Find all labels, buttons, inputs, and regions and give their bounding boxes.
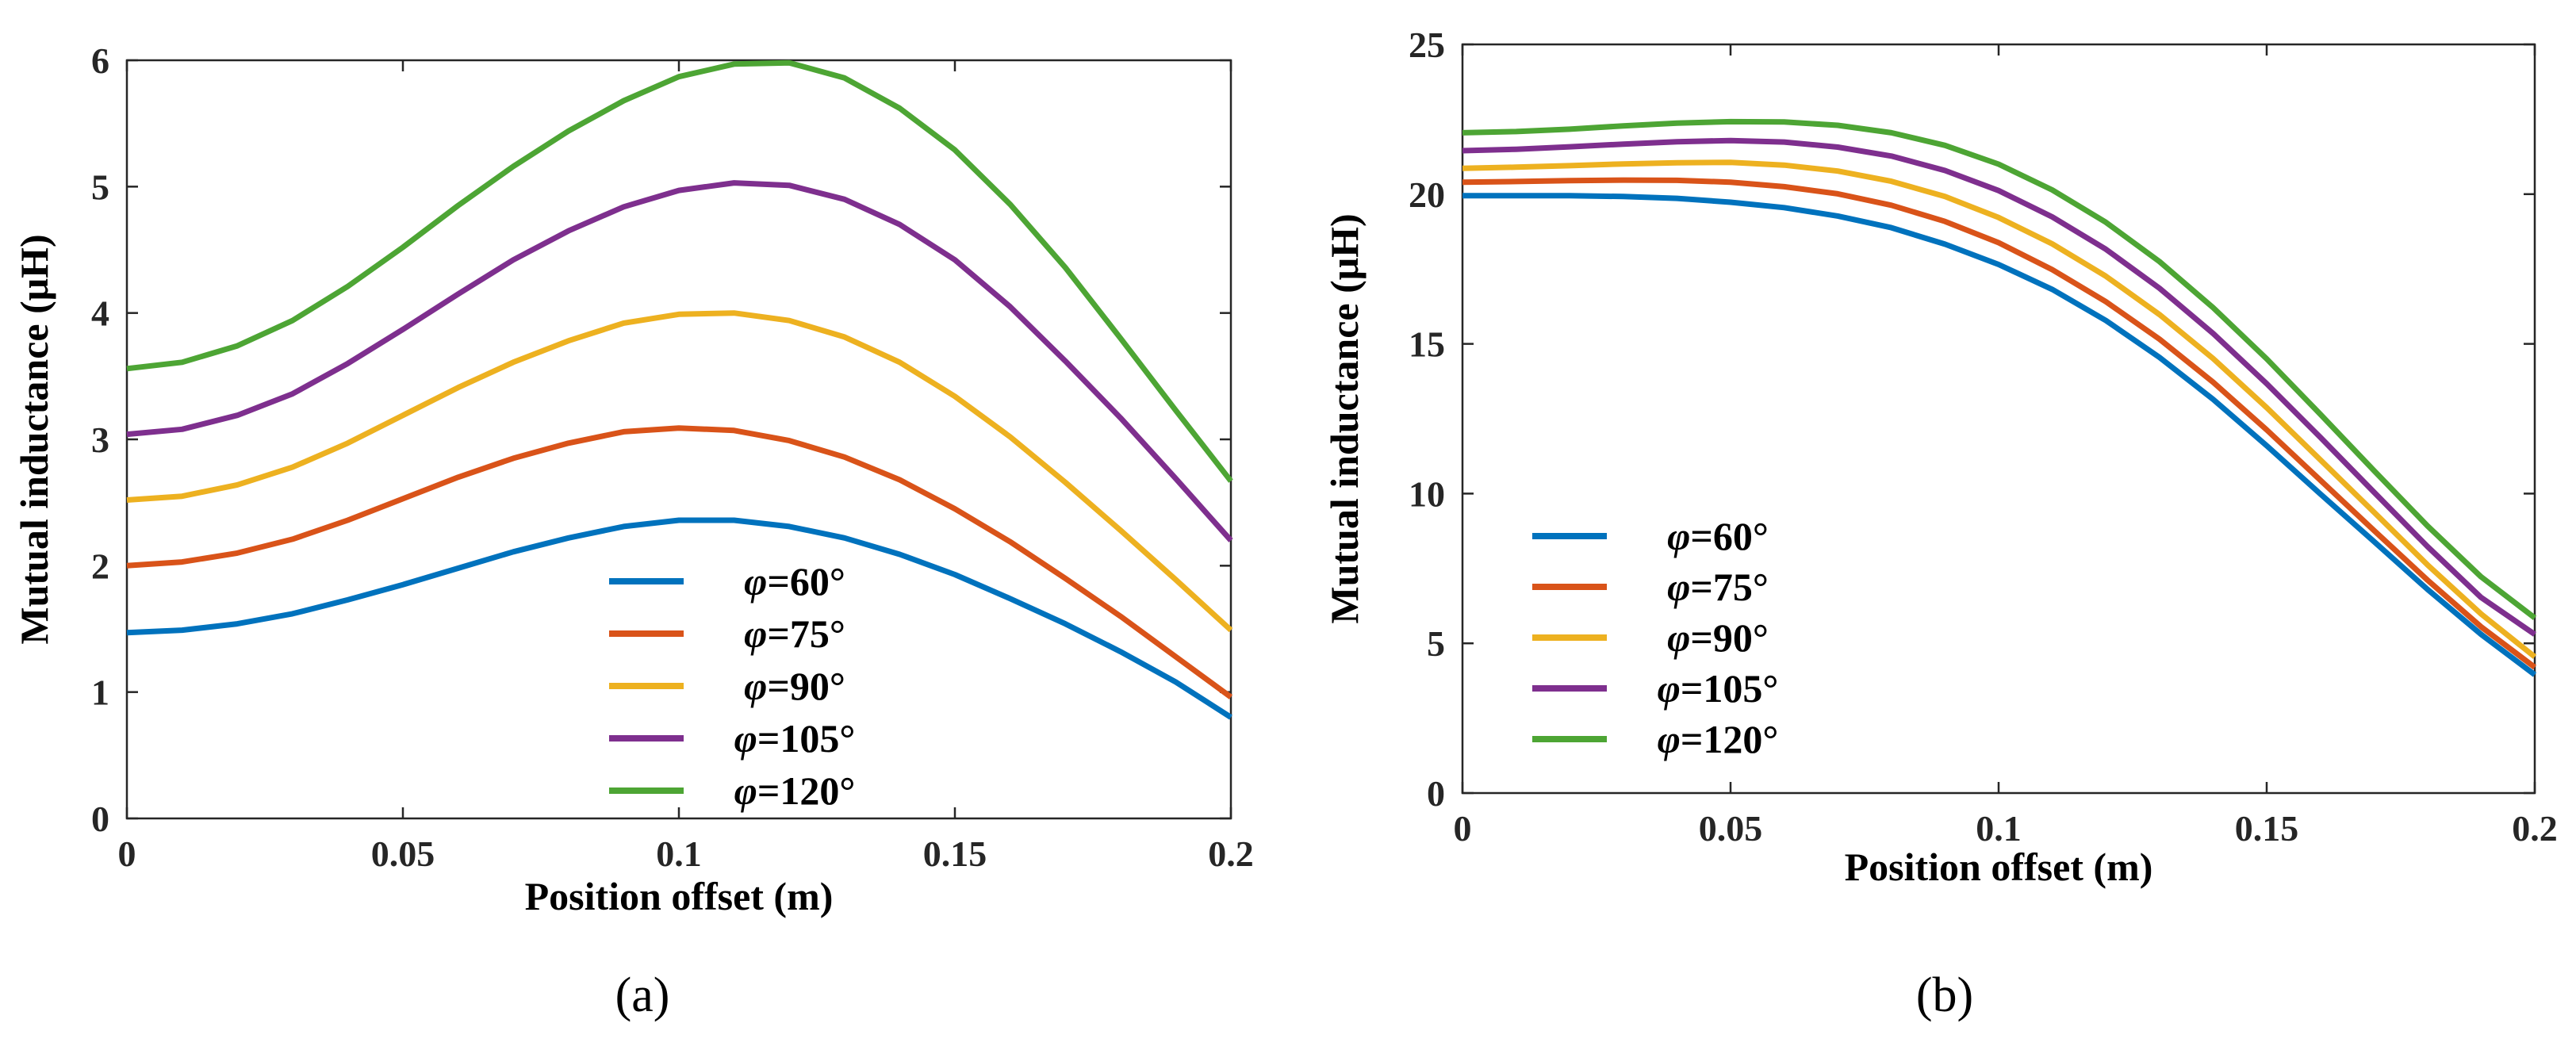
legend-value: =90° [767, 664, 845, 708]
x-tick-label: 0.05 [1699, 808, 1763, 849]
y-axis-label: Mutual inductance (μH) [1322, 213, 1367, 623]
y-tick-label: 2 [91, 546, 109, 586]
legend-entry: φ=90° [744, 664, 845, 708]
legend-entry: φ=75° [1667, 565, 1769, 609]
legend-value: =60° [767, 559, 845, 604]
panel-caption: (a) [615, 968, 670, 1022]
legend-symbol: φ [734, 716, 757, 761]
y-tick-label: 1 [91, 673, 109, 713]
x-axis-label: Position offset (m) [1845, 845, 2153, 889]
x-axis-label: Position offset (m) [525, 874, 834, 918]
series-line [1462, 193, 2537, 677]
legend-entry: φ=105° [1658, 666, 1779, 711]
series-line [126, 425, 1233, 699]
legend-symbol: φ [1658, 717, 1681, 761]
x-tick-label: 0.15 [2235, 808, 2299, 849]
legend-value: =75° [1690, 565, 1769, 609]
x-tick-label: 0.2 [1208, 833, 1254, 874]
y-tick-label: 20 [1409, 174, 1445, 215]
legend-entry: φ=75° [744, 611, 845, 656]
legend-value: =60° [1690, 514, 1769, 558]
y-tick-label: 6 [91, 40, 109, 81]
legend-entry: φ=60° [744, 559, 845, 604]
legend-value: =105° [757, 716, 856, 761]
series-line [126, 517, 1232, 720]
legend-symbol: φ [1667, 565, 1690, 609]
chart-panel-a: 0 0.05 0.1 0.15 0.2 0 1 2 3 4 5 6 Position offset (m… [12, 40, 1254, 1022]
series-line [1462, 118, 2537, 620]
y-tick-label: 3 [91, 420, 109, 460]
x-tick-label: 0.05 [371, 833, 435, 874]
y-tick-label: 4 [91, 293, 109, 334]
x-tick-label: 0.1 [656, 833, 702, 874]
series-line [126, 310, 1233, 633]
legend-symbol: φ [744, 559, 767, 604]
legend-symbol: φ [734, 768, 757, 813]
legend-symbol: φ [1658, 666, 1681, 711]
legend-symbol: φ [744, 664, 767, 708]
series-line [1462, 137, 2536, 637]
series-line [1462, 177, 2537, 670]
x-tick-label: 0.15 [923, 833, 987, 874]
y-tick-label: 15 [1409, 324, 1445, 365]
series-line [126, 180, 1233, 542]
legend-value: =120° [757, 768, 856, 813]
legend-entry: φ=90° [1667, 615, 1769, 660]
legend-value: =105° [1681, 666, 1779, 711]
y-tick-label: 0 [91, 799, 109, 839]
legend-symbol: φ [744, 611, 767, 656]
y-tick-label: 5 [1427, 623, 1445, 664]
axes-box [1461, 43, 2536, 795]
chart-panel-b: 0 0.05 0.1 0.15 0.2 0 5 10 15 20 25 Position offset… [1322, 25, 2558, 1022]
legend-value: =90° [1690, 615, 1769, 660]
legend-symbol: φ [1667, 514, 1690, 558]
legend-entry: φ=120° [1658, 717, 1779, 761]
x-tick-label: 0.1 [1976, 808, 2022, 849]
legend-entry: φ=105° [734, 716, 856, 761]
y-tick-label: 25 [1409, 25, 1445, 65]
x-tick-label: 0 [118, 833, 136, 874]
series-line [1462, 159, 2537, 659]
legend-value: =120° [1681, 717, 1779, 761]
y-axis-label: Mutual inductance (μH) [12, 234, 56, 644]
x-tick-label: 0.2 [2512, 808, 2558, 849]
legend-value: =75° [767, 611, 845, 656]
legend-symbol: φ [1667, 615, 1690, 660]
legend-entry: φ=120° [734, 768, 856, 813]
y-tick-label: 0 [1427, 773, 1445, 814]
axes-box [125, 59, 1232, 820]
series-line [126, 59, 1233, 483]
panel-caption: (b) [1916, 968, 1973, 1022]
y-tick-label: 5 [91, 167, 109, 207]
x-tick-label: 0 [1454, 808, 1472, 849]
y-tick-label: 10 [1409, 473, 1445, 514]
legend-entry: φ=60° [1667, 514, 1769, 558]
